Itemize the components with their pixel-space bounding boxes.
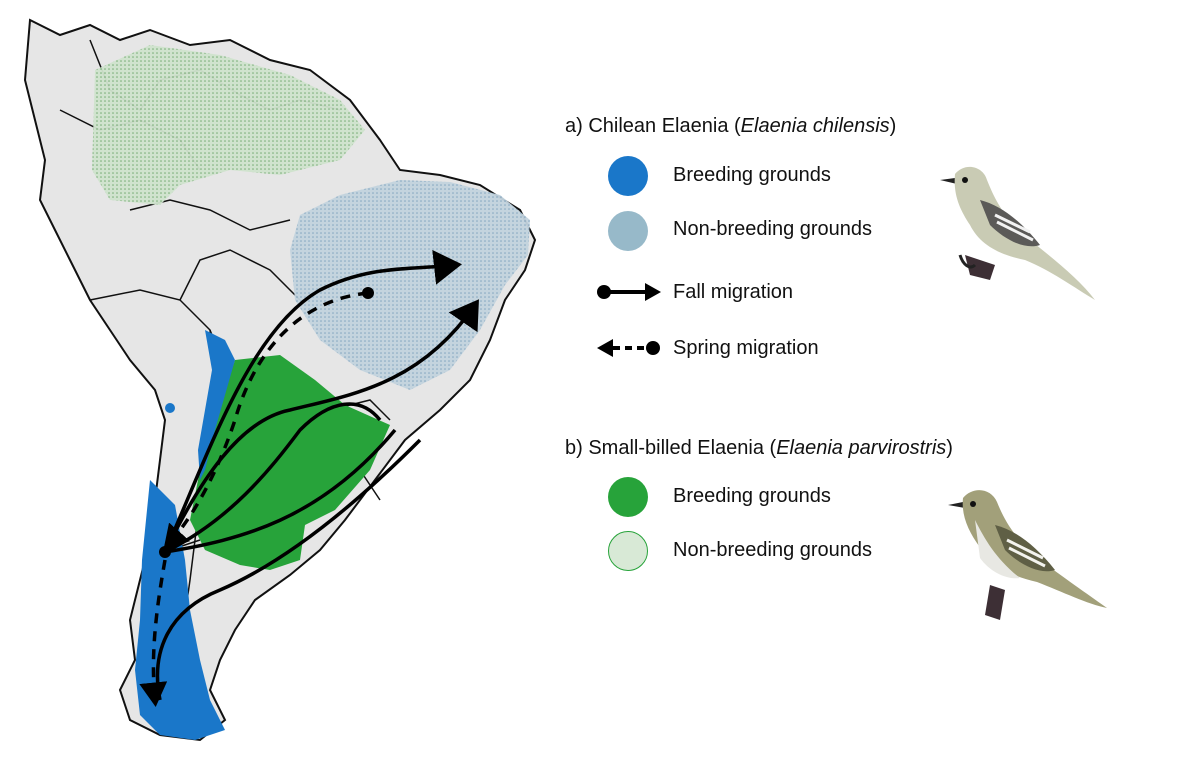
fall-routes <box>155 249 479 701</box>
heading-parvirostris-prefix: b) Small-billed Elaenia ( <box>565 437 777 459</box>
swatch-chilensis-nonbreeding <box>608 211 648 251</box>
heading-parvirostris-scientific: Elaenia parvirostris <box>776 437 947 459</box>
chilensis-breeding-area-andes <box>198 330 235 480</box>
label-chilensis-breeding: Breeding grounds <box>673 164 831 186</box>
label-chilensis-nonbreeding: Non-breeding grounds <box>673 218 873 240</box>
chilean-elaenia-bird <box>940 166 1095 300</box>
south-america-map <box>23 18 537 742</box>
heading-chilensis-prefix: a) Chilean Elaenia ( <box>565 115 741 137</box>
arrow-dashed-icon <box>597 339 660 357</box>
swatch-parvirostris-nonbreeding <box>608 531 648 571</box>
label-fall-migration: Fall migration <box>673 281 794 303</box>
legend: a) Chilean Elaenia (Elaenia chilensis) B… <box>565 0 1125 767</box>
heading-chilensis: a) Chilean Elaenia (Elaenia chilensis) <box>565 115 896 138</box>
chilensis-nonbreeding-area <box>290 180 530 390</box>
small-billed-elaenia-bird <box>948 490 1107 620</box>
heading-parvirostris-suffix: ) <box>946 437 953 459</box>
chilensis-breeding-spot <box>165 403 175 413</box>
label-parvirostris-nonbreeding: Non-breeding grounds <box>673 539 873 561</box>
spring-start-dot <box>362 287 374 299</box>
label-spring-migration: Spring migration <box>673 337 819 359</box>
label-parvirostris-breeding: Breeding grounds <box>673 485 831 507</box>
heading-chilensis-scientific: Elaenia chilensis <box>740 115 890 137</box>
swatch-parvirostris-breeding <box>608 477 648 517</box>
swatch-chilensis-breeding <box>608 156 648 196</box>
spring-route <box>139 291 369 707</box>
heading-chilensis-suffix: ) <box>889 115 897 137</box>
arrow-solid-icon <box>597 283 661 301</box>
fall-start-dot <box>159 546 171 558</box>
parvirostris-nonbreeding-area <box>92 45 365 205</box>
heading-parvirostris: b) Small-billed Elaenia (Elaenia parviro… <box>565 437 953 460</box>
